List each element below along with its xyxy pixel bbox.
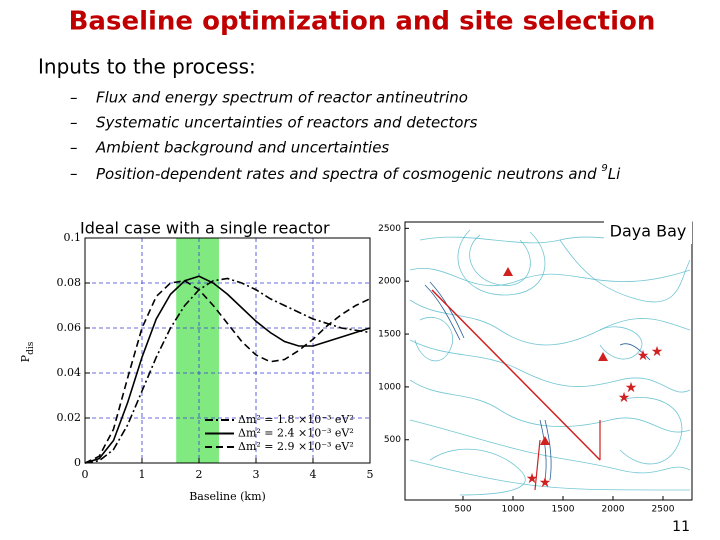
tunnel-branch (534, 439, 541, 491)
y-tick-label: 0.1 (64, 231, 82, 244)
bullet-text: Position-dependent rates and spectra of … (96, 165, 601, 183)
series-line (84, 279, 371, 464)
legend-label: Δm² = 2.9 ×10⁻³ eV² (238, 440, 354, 453)
y-tick-label: 0.04 (57, 366, 82, 379)
detector-site (540, 436, 550, 445)
y-tick-label: 1500 (378, 330, 401, 340)
tunnel-line (431, 289, 601, 461)
highlight-band (176, 238, 219, 463)
bullet-dash: – (70, 114, 78, 132)
y-tick-label: 1000 (378, 382, 401, 392)
x-tick-label: 1000 (502, 505, 525, 515)
map-title: Daya Bay (610, 222, 687, 241)
x-tick-label: 500 (454, 505, 471, 515)
bullet: Ambient background and uncertainties (95, 139, 389, 157)
left-chart: 0 1 2 3 4 5 0 0.02 0.04 0.06 0.08 0.1 Δm² = 1.8 ×10⁻… (19, 219, 374, 504)
plot-frame (84, 237, 371, 464)
slide-title: Baseline optimization and site selection (69, 7, 656, 37)
reactor-marker: ★ (637, 348, 650, 364)
series-line (84, 275, 371, 464)
y-tick-label: 2500 (378, 224, 401, 234)
x-tick-label: 4 (310, 468, 317, 481)
bullet-list: – Flux and energy spectrum of reactor an… (70, 89, 621, 183)
x-axis-label: Baseline (km) (189, 490, 266, 503)
y-axis-label-main: P (19, 354, 32, 362)
reactor-marker: ★ (539, 475, 552, 491)
detector-site (598, 352, 608, 361)
plot-area (85, 238, 370, 463)
reactor-marker: ★ (651, 344, 664, 360)
map-frame (404, 221, 693, 501)
bullet-dash: – (70, 139, 78, 157)
annotation: Ideal case with a single reactor (80, 219, 330, 238)
site-map: ★ ★ ★ ★ ★ ★ 500 1000 1500 2000 2500 500 1000 15… (378, 220, 693, 515)
y-tick-label: 0.02 (57, 411, 82, 424)
series-line (84, 277, 371, 464)
y-tick-label: 0.08 (57, 276, 82, 289)
x-tick-label: 1500 (552, 505, 575, 515)
detector-site (503, 267, 513, 276)
y-tick-label: 0 (74, 456, 81, 469)
x-tick-label: 2500 (652, 505, 675, 515)
bullet: Flux and energy spectrum of reactor anti… (96, 89, 468, 107)
y-axis-label-sub: dis (26, 341, 36, 355)
reactor-marker: ★ (526, 471, 539, 487)
page-number: 11 (672, 519, 690, 535)
y-tick-label: 2000 (378, 277, 401, 287)
map-area (405, 222, 692, 500)
title-backdrop (604, 220, 692, 244)
bullet-text: Li (608, 165, 621, 183)
legend-label: Δm² = 1.8 ×10⁻³ eV² (238, 413, 354, 426)
bullet: Position-dependent rates and spectra of … (96, 163, 621, 183)
reactor-marker: ★ (618, 390, 631, 406)
intro: Inputs to the process: (38, 55, 256, 79)
y-tick-label: 0.06 (57, 321, 82, 334)
site-markers: ★ ★ ★ ★ ★ ★ (503, 267, 663, 491)
x-tick-label: 5 (367, 468, 374, 481)
y-tick-label: 500 (384, 435, 401, 445)
x-tick-label: 2000 (602, 505, 625, 515)
bullet-dash: – (70, 165, 78, 183)
contours (409, 229, 691, 496)
superscript: 9 (601, 163, 607, 174)
x-tick-label: 0 (82, 468, 89, 481)
x-tick-label: 2 (196, 468, 203, 481)
x-tick-label: 1 (139, 468, 146, 481)
y-axis-label: Pdis (19, 341, 36, 362)
bullet-dash: – (70, 89, 78, 107)
reactor-marker: ★ (625, 380, 638, 396)
legend-label: Δm² = 2.4 ×10⁻³ eV² (238, 427, 354, 440)
x-tick-label: 3 (253, 468, 260, 481)
bullet: Systematic uncertainties of reactors and… (96, 114, 478, 132)
